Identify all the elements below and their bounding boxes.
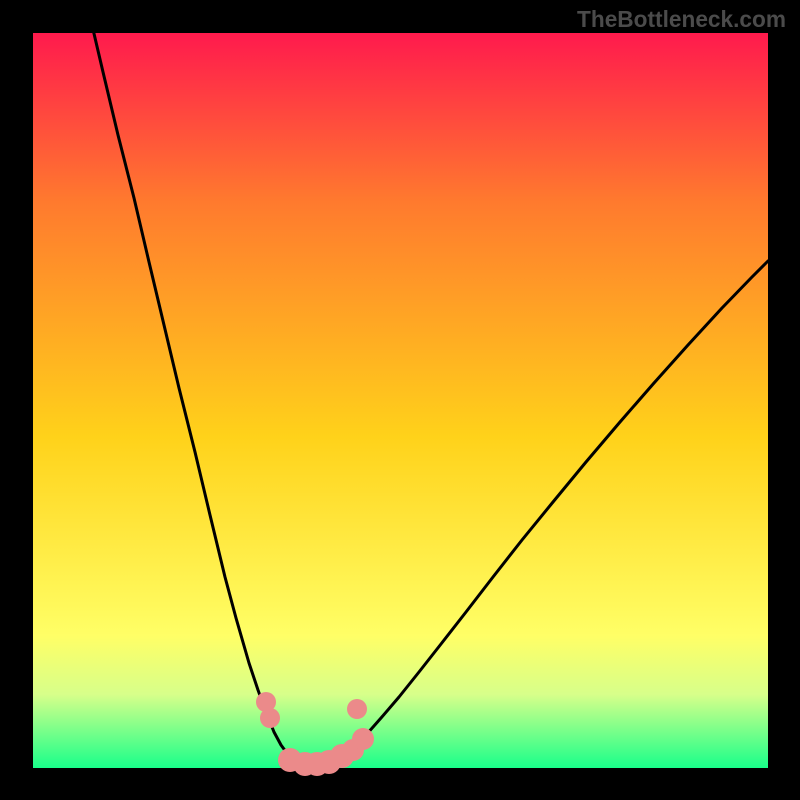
bottleneck-curve bbox=[88, 8, 768, 769]
data-marker bbox=[260, 708, 280, 728]
watermark-text: TheBottleneck.com bbox=[577, 6, 786, 33]
chart-frame: TheBottleneck.com bbox=[0, 0, 800, 800]
data-marker bbox=[352, 728, 374, 750]
curve-overlay bbox=[0, 0, 800, 800]
data-marker bbox=[347, 699, 367, 719]
